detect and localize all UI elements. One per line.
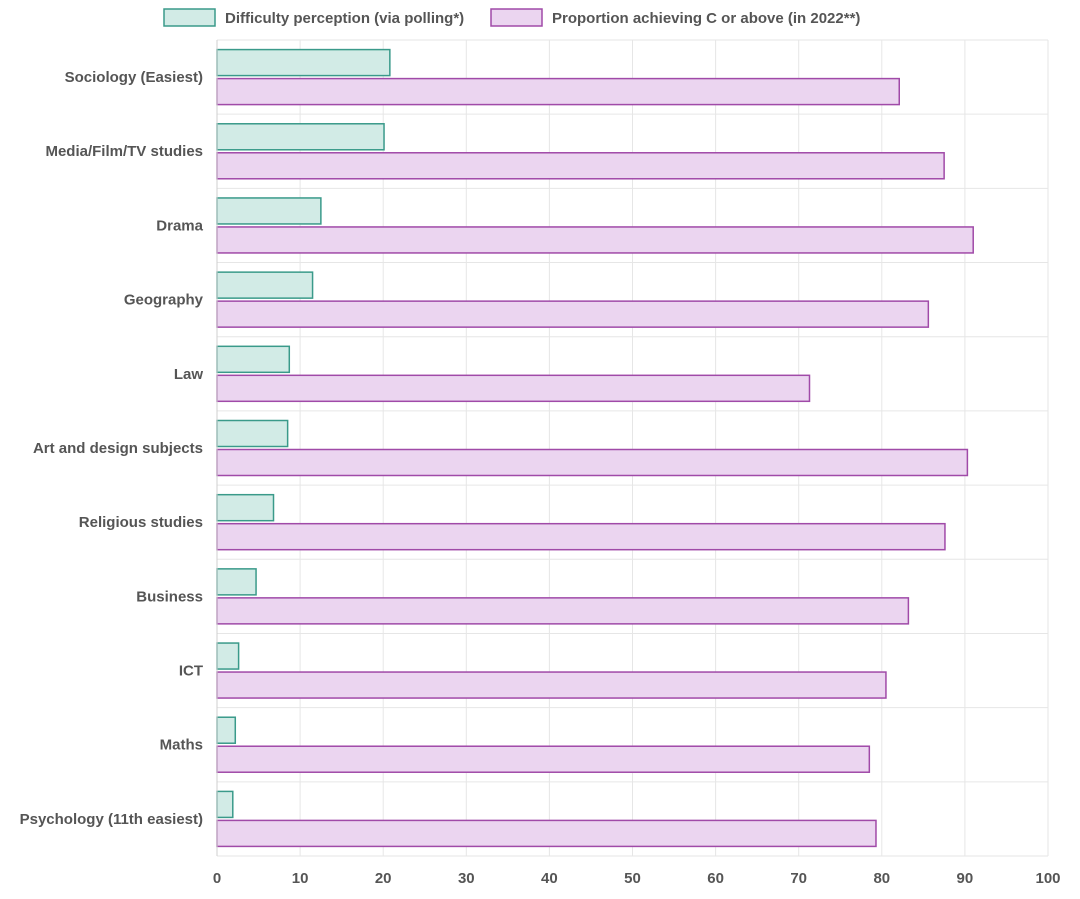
bar-proportion [216,671,887,699]
category-label: Geography [124,292,204,309]
bar-difficulty [216,790,234,819]
legend-label: Difficulty perception (via polling*) [225,10,464,27]
bar-proportion [216,745,871,773]
bar-difficulty [216,345,291,374]
category-label: Religious studies [79,514,203,531]
x-tick-label: 40 [541,870,558,887]
x-tick-label: 50 [624,870,641,887]
bar-difficulty [216,419,289,448]
bar-proportion [216,374,811,403]
legend: Difficulty perception (via polling*) Prop… [163,8,860,27]
x-tick-label: 90 [957,870,974,887]
category-label: Business [136,588,203,605]
category-label: Media/Film/TV studies [45,143,203,160]
x-tick-label: 100 [1035,870,1060,887]
category-label: Law [174,366,204,383]
x-tick-label: 60 [707,870,724,887]
bars [216,48,974,848]
x-tick-label: 0 [213,870,221,887]
legend-swatch [163,8,216,27]
bar-difficulty [216,716,237,744]
bar-difficulty [216,568,257,596]
category-label: ICT [179,663,203,680]
bar-proportion [216,226,974,254]
category-label: Maths [160,737,203,754]
legend-label: Proportion achieving C or above (in 2022… [552,10,860,27]
bar-difficulty [216,197,322,225]
category-label: Sociology (Easiest) [65,69,203,86]
category-label: Psychology (11th easiest) [20,811,203,828]
bar-difficulty [216,48,391,77]
axes: 0 10 20 30 40 50 60 70 80 90 100 Sociology (Easiest… [20,40,1061,887]
category-label: Art and design subjects [33,440,203,457]
bar-proportion [216,300,930,328]
bar-proportion [216,522,946,551]
x-tick-label: 70 [790,870,807,887]
bar-difficulty [216,123,385,151]
bar-proportion [216,597,910,625]
bar-difficulty [216,493,275,522]
x-tick-label: 20 [375,870,392,887]
x-tick-label: 80 [873,870,890,887]
x-tick-label: 10 [292,870,309,887]
bar-difficulty [216,642,240,670]
bar-proportion [216,448,969,477]
category-label: Drama [156,217,203,234]
x-tick-label: 30 [458,870,475,887]
bar-proportion [216,77,901,106]
legend-swatch [490,8,543,27]
bar-proportion [216,819,877,848]
bar-difficulty [216,271,314,299]
bar-proportion [216,152,945,180]
